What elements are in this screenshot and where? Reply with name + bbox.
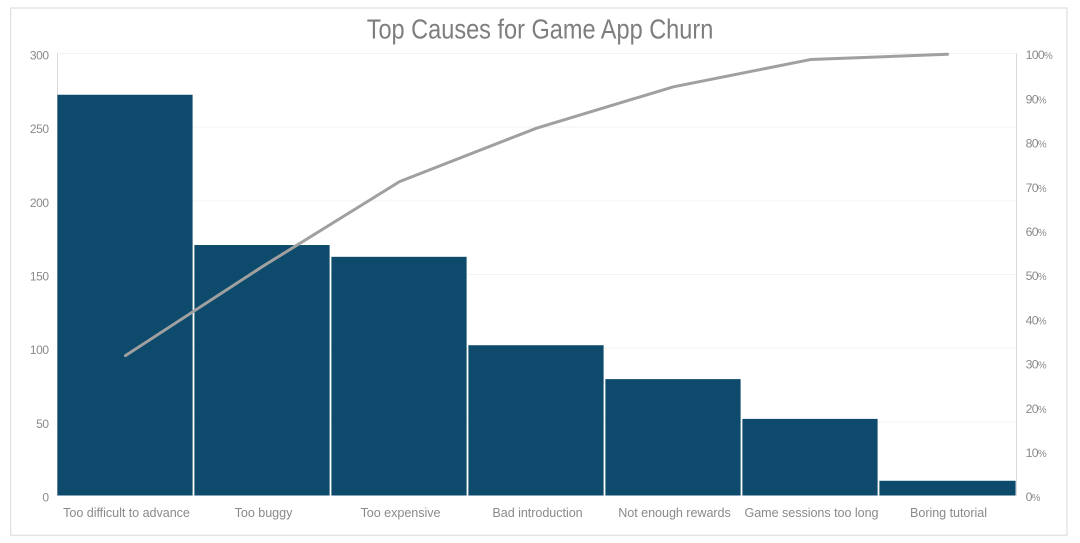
svg-text:20%: 20% (1026, 402, 1047, 416)
svg-text:Too expensive: Too expensive (361, 506, 441, 520)
svg-text:70%: 70% (1026, 181, 1047, 195)
svg-text:Too buggy: Too buggy (235, 506, 293, 520)
svg-text:30%: 30% (1026, 358, 1047, 372)
svg-text:Bad introduction: Bad introduction (492, 506, 582, 520)
svg-text:0: 0 (42, 491, 49, 505)
svg-text:300: 300 (30, 49, 50, 63)
svg-text:Not enough rewards: Not enough rewards (618, 506, 731, 520)
svg-text:60%: 60% (1026, 225, 1047, 239)
svg-text:100: 100 (30, 343, 50, 357)
svg-text:100%: 100% (1026, 48, 1053, 62)
svg-text:Game sessions too long: Game sessions too long (744, 506, 878, 520)
svg-text:Boring tutorial: Boring tutorial (910, 506, 987, 520)
svg-text:90%: 90% (1026, 92, 1047, 106)
svg-text:Too difficult to advance: Too difficult to advance (63, 506, 190, 520)
svg-text:40%: 40% (1026, 313, 1047, 327)
svg-text:10%: 10% (1026, 446, 1047, 460)
svg-text:250: 250 (30, 122, 50, 136)
svg-text:50: 50 (36, 417, 49, 431)
svg-text:150: 150 (30, 270, 50, 284)
svg-text:50%: 50% (1026, 269, 1047, 283)
svg-text:80%: 80% (1026, 137, 1047, 151)
svg-text:Top Causes for Game App Churn: Top Causes for Game App Churn (367, 13, 714, 44)
svg-text:0%: 0% (1026, 490, 1041, 504)
svg-text:200: 200 (30, 196, 50, 210)
